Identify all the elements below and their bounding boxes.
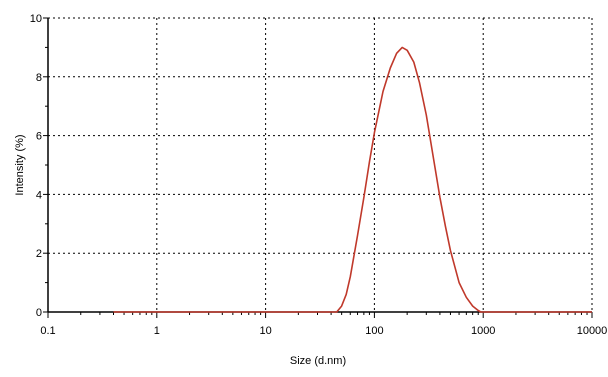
x-tick-label: 10 (259, 325, 271, 337)
x-tick-label: 1000 (471, 325, 495, 337)
y-axis-title: Intensity (%) (14, 134, 26, 195)
series-layer (113, 46, 592, 313)
grid-layer (48, 18, 592, 312)
intensity-series-line (113, 46, 592, 313)
label-layer: 0.1 1 10 100 1000 10000 0 2 4 6 8 10 (30, 13, 608, 337)
axis-layer (43, 17, 593, 318)
y-tick-label: 6 (36, 131, 42, 143)
y-tick-label: 10 (30, 13, 42, 25)
y-tick-label: 2 (36, 248, 42, 260)
x-tick-label: 10000 (577, 325, 608, 337)
y-tick-label: 0 (36, 307, 42, 319)
y-tick-label: 4 (36, 189, 42, 201)
x-tick-label: 100 (365, 325, 383, 337)
x-tick-label: 0.1 (40, 325, 55, 337)
x-tick-label: 1 (154, 325, 160, 337)
x-axis-title: Size (d.nm) (290, 355, 346, 367)
y-tick-label: 8 (36, 72, 42, 84)
